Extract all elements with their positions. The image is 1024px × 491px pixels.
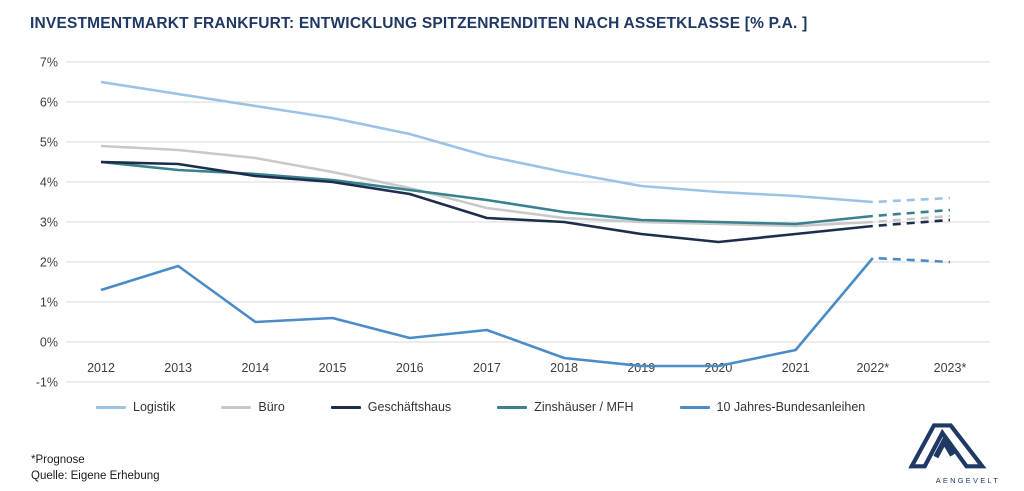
y-tick-label: 1% (40, 296, 58, 310)
footnote-prognose: *Prognose (31, 454, 85, 466)
legend-item: Logistik (96, 400, 175, 414)
y-tick-label: 3% (40, 216, 58, 230)
y-tick-label: 5% (40, 136, 58, 150)
x-tick-label: 2017 (473, 361, 501, 375)
aengevelt-logo: AENGEVELT (888, 418, 1006, 485)
series-line-forecast (872, 214, 951, 224)
line-chart: 7% 6% 5% 4% 3% 2% 1% 0% -1% 2012 2013 2014 2015 2016 2… (0, 50, 1024, 390)
x-tick-label: 2014 (241, 361, 269, 375)
legend-swatch (96, 405, 126, 409)
legend-label: Geschäftshaus (367, 400, 452, 414)
legend-item: Zinshäuser / MFH (497, 400, 634, 414)
x-tick-label: 2022* (856, 361, 889, 375)
series-line-solid (100, 80, 873, 204)
legend-label: 10 Jahres-Bundesanleihen (716, 400, 866, 414)
y-tick-label: 0% (40, 336, 58, 350)
x-tick-label: 2023* (934, 361, 967, 375)
legend-label: Büro (258, 400, 285, 414)
series-line-forecast (872, 196, 951, 204)
legend-item: Büro (221, 400, 285, 414)
y-tick-label: 7% (40, 56, 58, 70)
series-line-solid (100, 257, 874, 368)
aengevelt-logo-text: AENGEVELT (935, 476, 1000, 485)
y-tick-label: 2% (40, 256, 58, 270)
legend-item: Geschäftshaus (330, 400, 452, 414)
legend-swatch (221, 405, 252, 409)
legend-item: 10 Jahres-Bundesanleihen (679, 400, 866, 414)
chart-legend: Logistik Büro Geschäftshaus Zinshäuser / MF… (96, 400, 865, 414)
series-line-solid (100, 144, 873, 228)
x-tick-label: 2015 (319, 361, 347, 375)
x-tick-label: 2018 (550, 361, 578, 375)
legend-swatch (330, 405, 361, 409)
y-tick-label: 6% (40, 96, 58, 110)
legend-swatch (497, 405, 528, 409)
series-line-forecast (872, 218, 951, 228)
x-tick-label: 2019 (627, 361, 655, 375)
aengevelt-logo-icon (908, 423, 987, 469)
x-tick-label: 2012 (87, 361, 115, 375)
footnotes: *Prognose Quelle: Eigene Erhebung (31, 453, 160, 484)
line-chart-canvas: 7% 6% 5% 4% 3% 2% 1% 0% -1% 2012 2013 2014 2015 2016 2… (36, 56, 990, 390)
legend-label: Logistik (133, 400, 176, 414)
series-line-forecast (872, 208, 951, 218)
x-tick-label: 2013 (164, 361, 192, 375)
legend-label: Zinshäuser / MFH (534, 400, 634, 414)
x-tick-label: 2016 (396, 361, 424, 375)
chart-title: INVESTMENTMARKT FRANKFURT: ENTWICKLUNG S… (30, 15, 808, 32)
footnote-source: Quelle: Eigene Erhebung (31, 469, 160, 482)
x-tick-label: 2021 (782, 361, 810, 375)
y-tick-label: 4% (40, 176, 58, 190)
legend-swatch (679, 405, 710, 409)
y-tick-label: -1% (36, 376, 58, 390)
series-line-solid (100, 160, 873, 244)
series-line-forecast (872, 256, 951, 264)
